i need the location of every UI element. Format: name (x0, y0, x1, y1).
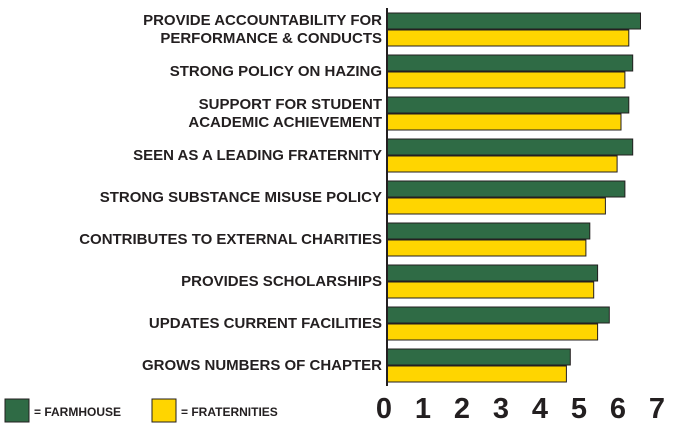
x-tick-label: 5 (571, 393, 587, 423)
x-tick-label: 4 (532, 393, 548, 423)
category-label: STRONG SUBSTANCE MISUSE POLICY (100, 189, 382, 206)
category-label: SUPPORT FOR STUDENT ACADEMIC ACHIEVEMENT (188, 96, 382, 131)
bar (386, 197, 606, 215)
bar (386, 113, 622, 131)
bar (386, 96, 630, 114)
bar (386, 306, 610, 324)
legend-swatch (151, 398, 177, 423)
category-label: UPDATES CURRENT FACILITIES (149, 315, 382, 332)
x-tick-label: 6 (610, 393, 626, 423)
bar (386, 348, 571, 366)
bar (386, 222, 591, 240)
bar (386, 323, 599, 341)
legend-label: = FARMHOUSE (34, 405, 121, 419)
x-tick-label: 1 (415, 393, 431, 423)
bar (386, 239, 587, 257)
bar (386, 365, 567, 383)
x-tick-label: 2 (454, 393, 470, 423)
x-tick-label: 7 (649, 393, 665, 423)
x-tick-label: 3 (493, 393, 509, 423)
category-label: PROVIDE ACCOUNTABILITY FOR PERFORMANCE & … (143, 12, 382, 47)
bar (386, 180, 626, 198)
bar (386, 29, 630, 47)
legend-swatch (4, 398, 30, 423)
bar (386, 281, 595, 299)
x-tick-label: 0 (376, 393, 392, 423)
category-label: PROVIDES SCHOLARSHIPS (181, 273, 382, 290)
category-label: STRONG POLICY ON HAZING (170, 63, 382, 80)
category-label: CONTRIBUTES TO EXTERNAL CHARITIES (79, 231, 382, 248)
legend-label: = FRATERNITIES (181, 405, 278, 419)
bar (386, 54, 634, 72)
category-label: SEEN AS A LEADING FRATERNITY (133, 147, 382, 164)
bar (386, 71, 626, 89)
category-label: GROWS NUMBERS OF CHAPTER (142, 357, 382, 374)
bar (386, 12, 641, 30)
bar (386, 264, 599, 282)
bar (386, 155, 618, 173)
bar (386, 138, 634, 156)
